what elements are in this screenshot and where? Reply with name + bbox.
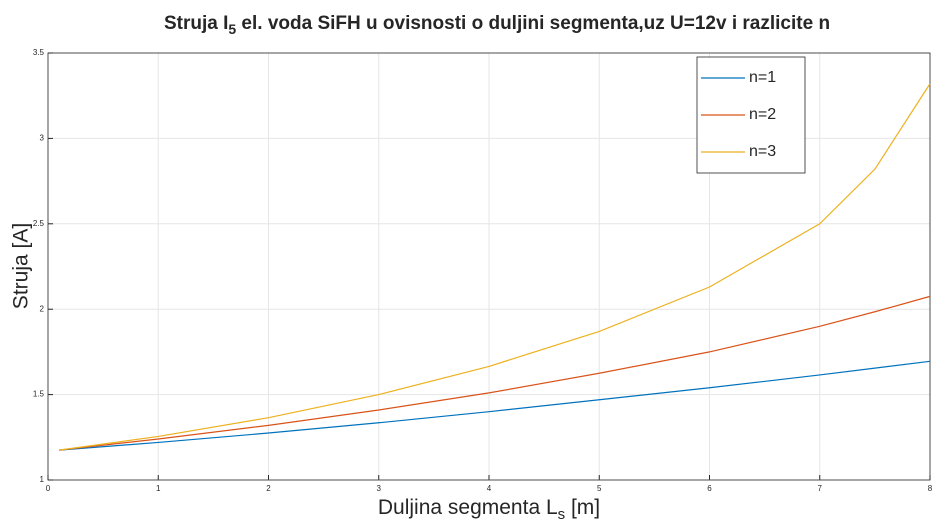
xlabel-part: Duljina segmenta L [378,496,558,519]
x-tick-label: 4 [487,484,492,493]
x-tick-label: 0 [46,484,51,493]
series-line [58,295,931,451]
y-tick-label: 2.5 [33,219,45,228]
x-tick-label: 1 [156,484,161,493]
y-tick-label: 1.5 [33,390,45,399]
title-part: el. voda SiFH u ovisnosti o duljini segm… [236,13,830,34]
series-line [58,83,931,451]
y-tick-label: 1 [40,475,45,484]
x-tick-label: 7 [818,484,823,493]
series-line [58,360,931,451]
x-tick-label: 2 [266,484,271,493]
chart-title: Struja I5 el. voda SiFH u ovisnosti o du… [164,13,830,37]
y-axis-label: Struja [A] [10,223,33,309]
plot-frame [47,52,931,481]
legend-label: n=3 [749,143,776,160]
y-tick-label: 3.5 [33,48,45,57]
x-tick-label: 5 [597,484,602,493]
y-tick-label: 2 [40,304,45,313]
legend-box [696,56,806,174]
x-axis-label: Duljina segmenta Ls [m] [378,496,600,523]
title-subscript: 5 [228,21,236,37]
xlabel-subscript: s [558,506,566,523]
x-tick-label: 8 [928,484,932,493]
x-tick-label: 3 [377,484,382,493]
x-tick-label: 6 [707,484,712,493]
legend-label: n=2 [749,106,776,123]
title-part: Struja I [164,13,228,34]
xlabel-part: [m] [565,496,600,519]
legend-label: n=1 [749,69,776,86]
y-tick-label: 3 [40,134,45,143]
